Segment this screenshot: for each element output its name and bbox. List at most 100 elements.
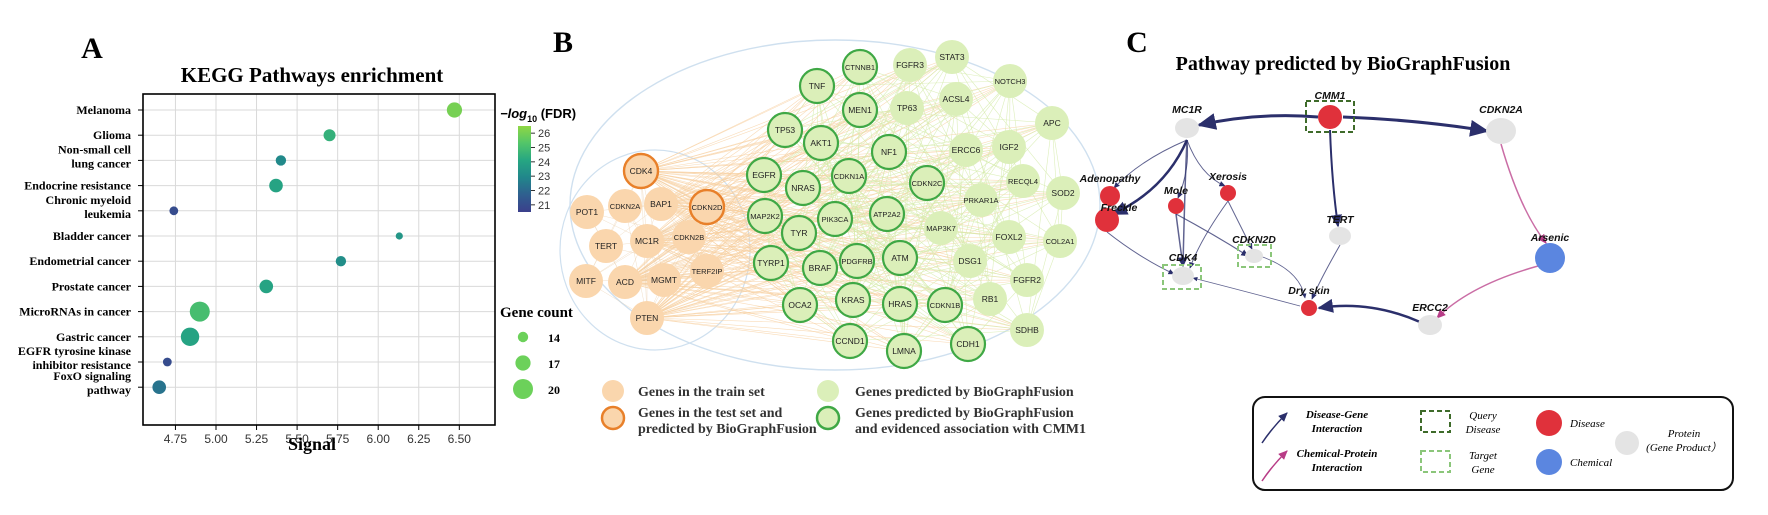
gene-label: TERT	[595, 241, 617, 251]
gene-node-nf1: NF1	[870, 133, 908, 171]
x-tick-label: 6.00	[367, 432, 391, 446]
gene-node-cdkn1a: CDKN1A	[830, 157, 868, 195]
node-cmm1: CMM1	[1315, 90, 1346, 129]
network-c-nodes: MC1R CMM1 CDKN2A Adenopathy Freckle Mole Xeros…	[1079, 90, 1570, 335]
network-edge	[764, 192, 1064, 217]
node-ercc2: ERCC2	[1412, 302, 1448, 335]
gene-label: MAP2K2	[750, 212, 780, 221]
gene-node-apc: APC	[1035, 106, 1069, 140]
y-tick-label: Prostate cancer	[52, 279, 132, 293]
gene-label: ATP2A2	[873, 210, 900, 219]
legend-protein-icon	[1615, 431, 1639, 455]
network-edge	[624, 146, 1010, 283]
target-gene-box	[1237, 244, 1272, 268]
panel-c: C Pathway predicted by BioGraphFusion MC…	[1079, 26, 1734, 491]
colorbar-ticks: 26 25 24 23 22 21	[531, 128, 550, 212]
gene-label: MC1R	[635, 236, 659, 246]
network-edge	[816, 80, 1011, 87]
gene-node-ccnd1: CCND1	[831, 322, 869, 360]
size-legend-marker	[515, 355, 531, 371]
panel-a-letter: A	[81, 32, 103, 65]
interaction-edge	[1342, 115, 1490, 137]
gene-label: CCND1	[835, 336, 865, 346]
node-cdk4: CDK4	[1169, 252, 1197, 285]
legend-evid-label: Genes predicted by BioGraphFusion and evi…	[855, 406, 1086, 437]
gene-label: PRKAR1A	[963, 196, 998, 205]
network-edge	[763, 174, 801, 306]
network-edge	[764, 109, 861, 217]
size-legend-label: 14	[548, 331, 560, 345]
interaction-edge	[1177, 139, 1189, 199]
network-edge	[1026, 192, 1064, 331]
gene-label: TERF2IP	[692, 267, 723, 276]
panel-a: A KEGG Pathways enrichment Melanoma Gliom…	[18, 32, 576, 454]
gene-label: NRAS	[791, 183, 815, 193]
network-edge	[886, 213, 905, 352]
data-points	[152, 102, 463, 395]
gene-node-cdk4: CDK4	[622, 152, 660, 190]
gene-label: TP63	[897, 103, 918, 113]
network-edge	[852, 298, 991, 301]
network-edge	[856, 98, 957, 262]
node-label: Arsenic	[1530, 232, 1570, 244]
panel-b-letter: B	[553, 26, 573, 59]
network-c-highlight-boxes	[1162, 100, 1355, 290]
interaction-edge	[1175, 213, 1186, 268]
network-edge	[888, 80, 1011, 153]
legend-target-label: Target Gene	[1469, 450, 1498, 476]
panel-b: B CDK4 POT1 CDKN2A BAP1 CDKN2D TERT MC1R CDKN2B…	[553, 26, 1101, 437]
network-edge	[640, 85, 818, 172]
colorbar-tick-label: 21	[538, 200, 550, 212]
colorbar-tick-label: 24	[538, 157, 550, 169]
network-edge	[646, 267, 821, 319]
node-cdkn2a: CDKN2A	[1479, 104, 1523, 144]
network-edge	[646, 317, 851, 342]
gene-node-nras: NRAS	[784, 169, 822, 207]
gene-label: BAP1	[650, 199, 672, 209]
network-edge	[646, 129, 786, 242]
gene-label: MITF	[576, 276, 596, 286]
x-tick-label: 4.75	[164, 432, 188, 446]
network-edge	[646, 299, 854, 319]
y-tick-label: Gastric cancer	[56, 330, 132, 344]
network-edge	[640, 142, 822, 172]
gene-node-kras: KRAS	[834, 281, 872, 319]
gene-label: ACSL4	[943, 94, 970, 104]
gene-node-sdhb: SDHB	[1010, 313, 1044, 347]
gene-node-map2k2: MAP2K2	[746, 197, 784, 235]
legend-target-box-icon	[1420, 450, 1451, 473]
gene-node-tert: TERT	[589, 229, 623, 263]
node-label: CMM1	[1315, 90, 1346, 102]
gene-node-sod2: SOD2	[1046, 176, 1080, 210]
size-legend-label: 17	[548, 357, 560, 371]
x-tick-label: 5.00	[204, 432, 228, 446]
interaction-edge	[1186, 139, 1226, 187]
network-edge	[852, 182, 928, 301]
gene-label: APC	[1043, 118, 1060, 128]
gene-label: MAP3K7	[926, 224, 956, 233]
gene-node-tnf: TNF	[798, 67, 836, 105]
network-edge	[940, 227, 969, 345]
y-tick-label: FoxO signaling pathway	[53, 369, 131, 397]
gene-node-rb1: RB1	[973, 282, 1007, 316]
network-edge	[646, 85, 818, 242]
data-point	[189, 301, 210, 322]
x-tick-label: 6.50	[448, 432, 472, 446]
data-point	[259, 279, 274, 294]
y-tick-label: EGFR tyrosine kinase inhibitor resistance	[18, 344, 132, 372]
gene-label: RECQL4	[1008, 177, 1038, 186]
legend-dg-label: Disease-Gene Interaction	[1305, 409, 1368, 435]
legend-train-label: Genes in the train set	[638, 385, 765, 400]
network-edge	[586, 211, 690, 238]
gene-label: AKT1	[810, 138, 832, 148]
gene-node-fgfr2: FGFR2	[1010, 263, 1044, 297]
gene-node-atp2a2: ATP2A2	[868, 195, 906, 233]
gene-label: BRAF	[809, 263, 832, 273]
network-edge	[646, 240, 1061, 319]
network-c-edges	[1106, 113, 1547, 324]
gene-node-mc1r: MC1R	[630, 224, 664, 258]
network-edge	[909, 64, 982, 201]
network-edge	[816, 85, 821, 269]
